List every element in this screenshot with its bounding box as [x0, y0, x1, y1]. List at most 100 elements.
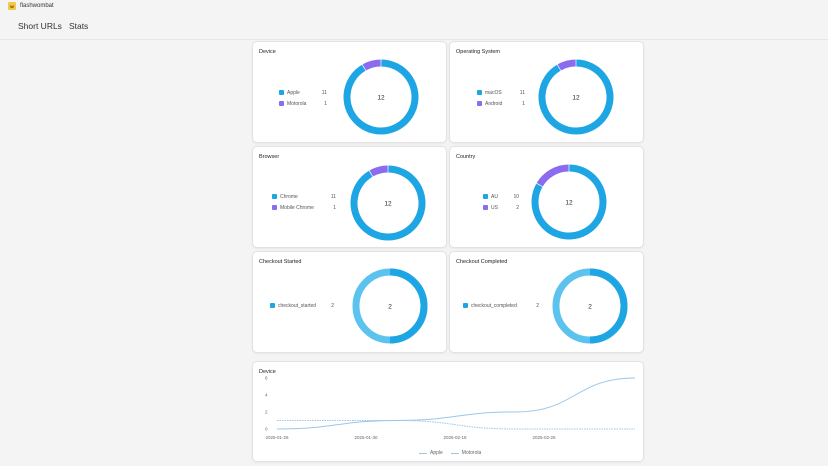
donut-center-total: 12: [572, 94, 580, 101]
legend-label: Android: [485, 100, 503, 107]
nav-short-urls[interactable]: Short URLs: [18, 20, 62, 31]
legend-value: 1: [333, 204, 336, 211]
legend-item: macOS 11: [477, 87, 525, 98]
x-tick-label: 2025-01-26: [265, 435, 289, 440]
checkout-completed-card: Checkout Completed checkout_completed 2 2: [449, 251, 644, 353]
legend-swatch: [483, 205, 488, 210]
legend-item: Motorola 1: [279, 98, 327, 109]
legend-label: Apple: [287, 89, 300, 96]
legend-value: 1: [324, 100, 327, 107]
checkout-completed-donut-chart: 2: [552, 268, 628, 344]
donut-slice[interactable]: [589, 268, 628, 344]
legend-swatch: [483, 194, 488, 199]
donut-slice[interactable]: [557, 59, 576, 71]
card-title: Checkout Started: [259, 259, 302, 265]
legend-item: Chrome 11: [272, 191, 336, 202]
donut-center-total: 12: [565, 199, 573, 206]
legend-value: 2: [536, 302, 539, 309]
donut-slice[interactable]: [343, 59, 419, 135]
legend-label: Motorola: [461, 450, 482, 456]
x-tick-label: 2025-02-18: [443, 435, 467, 440]
y-tick-label: 4: [265, 393, 268, 398]
legend-swatch: [279, 101, 284, 106]
x-tick-label: 2025-01-30: [354, 435, 378, 440]
legend-item: checkout_completed 2: [463, 300, 543, 311]
card-title: Country: [456, 154, 476, 160]
top-nav: Short URLs Stats: [0, 12, 828, 40]
card-title: Browser: [259, 154, 280, 160]
legend: macOS 11 Android 1: [477, 87, 525, 109]
line-series-motorola[interactable]: [277, 420, 635, 430]
legend-swatch: [463, 303, 468, 308]
legend-swatch: [477, 90, 482, 95]
y-tick-label: 2: [265, 410, 268, 415]
donut-slice[interactable]: [536, 164, 569, 187]
legend-value: 11: [330, 193, 336, 200]
donut-center-total: 2: [588, 303, 592, 310]
legend-line-swatch: [450, 452, 459, 454]
legend: checkout_started 2: [270, 300, 340, 311]
legend-item: Motorola: [450, 450, 482, 456]
line-legend: Apple Motorola: [419, 450, 489, 456]
title-bar: W flashwombat: [0, 0, 828, 12]
checkout-started-donut-chart: 2: [352, 268, 428, 344]
donut-slice[interactable]: [362, 59, 381, 71]
legend-value: 2: [516, 204, 519, 211]
card-title: Operating System: [456, 49, 501, 55]
legend-value: 1: [522, 100, 525, 107]
legend-item: Android 1: [477, 98, 525, 109]
donut-slice[interactable]: [389, 268, 428, 344]
legend-line-swatch: [419, 452, 427, 454]
browser-donut-chart: 12: [350, 165, 426, 241]
legend-value: 2: [331, 302, 334, 309]
device-line-chart: 6 4 2 0 2025-01-26 2025-01-30 2025-02-18 2025-0…: [265, 376, 636, 440]
legend: Apple 11 Motorola 1: [279, 87, 327, 109]
line-series-apple[interactable]: [276, 377, 636, 430]
y-tick-label: 0: [265, 427, 268, 432]
legend-swatch: [279, 90, 284, 95]
legend-label: checkout_started: [278, 302, 317, 309]
legend-label: Motorola: [287, 100, 307, 107]
legend-item: US 2: [483, 202, 523, 213]
legend-item: checkout_started 2: [270, 300, 340, 311]
legend-swatch: [477, 101, 482, 106]
legend-label: Chrome: [280, 193, 298, 200]
legend-item: Apple 11: [279, 87, 327, 98]
y-tick-label: 6: [265, 376, 268, 381]
legend-swatch: [272, 194, 277, 199]
nav-stats[interactable]: Stats: [68, 20, 89, 31]
legend-item: Apple: [419, 450, 443, 456]
legend-value: 10: [513, 193, 519, 200]
legend-label: Mobile Chrome: [280, 204, 314, 211]
legend-label: AU: [491, 193, 498, 200]
legend-label: macOS: [485, 89, 502, 96]
legend-value: 11: [321, 89, 327, 96]
x-tick-label: 2025-02-26: [532, 435, 556, 440]
card-title: Device: [259, 49, 276, 55]
legend-label: checkout_completed: [471, 302, 517, 309]
donut-slice[interactable]: [350, 165, 426, 241]
app-name: flashwombat: [20, 3, 54, 9]
legend-item: Mobile Chrome 1: [272, 202, 336, 213]
donut-center-total: 12: [384, 200, 392, 207]
device-donut-chart: 12: [343, 59, 419, 135]
donut-slice[interactable]: [538, 59, 614, 135]
legend-swatch: [270, 303, 275, 308]
card-title: Checkout Completed: [456, 259, 508, 265]
legend-value: 11: [519, 89, 525, 96]
browser-card: Browser Chrome 11 Mobile Chrome 1 12: [252, 146, 447, 248]
country-card: Country AU 10 US 2 12: [449, 146, 644, 248]
donut-center-total: 12: [377, 94, 385, 101]
legend-label: US: [491, 204, 498, 211]
device-card: Device Apple 11 Motorola 1 12: [252, 41, 447, 143]
donut-center-total: 2: [388, 303, 392, 310]
donut-slice[interactable]: [369, 165, 388, 177]
checkout-started-card: Checkout Started checkout_started 2 2: [252, 251, 447, 353]
legend: checkout_completed 2: [463, 300, 543, 311]
card-title: Device: [259, 369, 276, 375]
donut-slice[interactable]: [531, 164, 607, 240]
legend-swatch: [272, 205, 277, 210]
os-donut-chart: 12: [538, 59, 614, 135]
legend: AU 10 US 2: [483, 191, 523, 213]
legend: Chrome 11 Mobile Chrome 1: [272, 191, 336, 213]
